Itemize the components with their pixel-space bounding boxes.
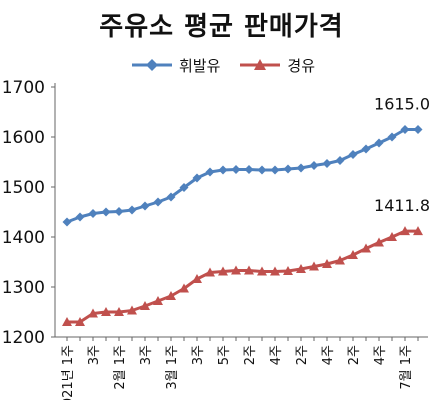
data-point-diesel [114, 307, 124, 316]
data-point-diesel [101, 307, 111, 316]
data-point-diesel [361, 243, 371, 253]
legend: 휘발유 경유 [130, 54, 333, 76]
data-point-gasoline [166, 192, 176, 202]
x-tick-label: 2021년 1주 [61, 345, 76, 400]
data-point-gasoline [361, 144, 371, 154]
data-label-diesel: 1411.8 [374, 196, 430, 215]
data-point-diesel [270, 266, 280, 276]
data-point-diesel [179, 283, 189, 293]
x-tick-label: 3주 [191, 345, 206, 365]
data-point-gasoline [257, 165, 267, 175]
legend-label-diesel: 경유 [287, 56, 316, 75]
legend-marker-diamond-icon [132, 59, 172, 71]
data-point-gasoline [400, 125, 410, 134]
data-point-gasoline [413, 125, 423, 134]
chart-title: 주유소 평균 판매가격 [99, 12, 344, 42]
data-point-diesel [127, 305, 137, 315]
data-point-diesel [244, 265, 254, 275]
data-point-diesel [153, 296, 163, 305]
data-point-gasoline [75, 212, 85, 222]
data-point-gasoline [387, 132, 397, 142]
data-point-gasoline [192, 173, 202, 183]
data-point-gasoline [179, 183, 189, 192]
y-tick-label: 1400 [2, 228, 45, 248]
data-point-gasoline [309, 161, 319, 170]
x-tick-label: 2주 [347, 345, 362, 365]
series-line-diesel [67, 229, 418, 324]
y-tick-label: 1200 [2, 328, 45, 348]
data-point-gasoline [231, 165, 241, 174]
x-tick-label: 4주 [321, 345, 336, 365]
data-point-diesel [218, 266, 228, 276]
data-point-gasoline [88, 209, 98, 218]
y-tick-label: 1500 [2, 178, 45, 198]
data-point-gasoline [322, 159, 332, 168]
data-point-gasoline [335, 156, 345, 165]
data-point-diesel [374, 237, 384, 247]
data-point-diesel [205, 267, 215, 277]
data-point-gasoline [374, 138, 384, 148]
data-point-diesel [283, 266, 293, 275]
data-point-diesel [309, 261, 319, 271]
data-point-diesel [88, 308, 98, 318]
data-point-diesel [257, 266, 267, 276]
data-point-gasoline [62, 217, 72, 227]
data-point-gasoline [348, 150, 358, 159]
x-tick-label: 3주 [139, 345, 154, 365]
data-point-diesel [62, 317, 72, 326]
data-point-diesel [322, 259, 332, 268]
data-point-gasoline [205, 167, 215, 177]
data-point-diesel [166, 291, 176, 300]
data-point-gasoline [296, 163, 306, 173]
x-tick-label: 2주 [243, 345, 258, 365]
y-tick-label: 1300 [2, 278, 45, 298]
x-tick-label: 7월 1주 [399, 345, 414, 390]
x-tick-label: 2월 1주 [113, 345, 128, 390]
y-tick-label: 1700 [2, 78, 45, 98]
x-tick-label: 2주 [295, 345, 310, 365]
legend-item-diesel: 경유 [238, 55, 315, 76]
x-tick-label: 4주 [269, 345, 284, 365]
data-point-gasoline [127, 205, 137, 215]
data-point-gasoline [270, 165, 280, 175]
series-line-gasoline [66, 128, 418, 224]
data-point-gasoline [140, 201, 150, 211]
data-point-gasoline [153, 197, 163, 207]
data-point-diesel [387, 232, 397, 241]
data-point-diesel [140, 301, 150, 310]
legend-marker-triangle-icon [240, 59, 281, 70]
data-point-gasoline [114, 207, 124, 216]
x-tick-label: 4주 [373, 345, 388, 365]
data-point-diesel [192, 274, 202, 283]
data-point-diesel [296, 264, 306, 273]
data-point-diesel [75, 317, 85, 326]
data-point-diesel [413, 226, 423, 236]
data-label-gasoline: 1615.0 [374, 95, 430, 114]
legend-label-gasoline: 휘발유 [179, 56, 221, 75]
data-point-diesel [348, 250, 358, 259]
y-tick-label: 1600 [2, 128, 45, 148]
legend-item-gasoline: 휘발유 [130, 55, 220, 76]
data-point-gasoline [283, 164, 293, 174]
data-point-gasoline [101, 207, 111, 217]
data-point-diesel [231, 265, 241, 275]
x-tick-label: 5주 [217, 345, 232, 365]
x-tick-label: 3월 1주 [165, 345, 180, 390]
data-point-gasoline [218, 165, 228, 175]
data-point-diesel [335, 255, 345, 265]
data-point-gasoline [244, 165, 254, 174]
x-tick-label: 3주 [87, 345, 102, 365]
data-point-diesel [400, 226, 410, 236]
